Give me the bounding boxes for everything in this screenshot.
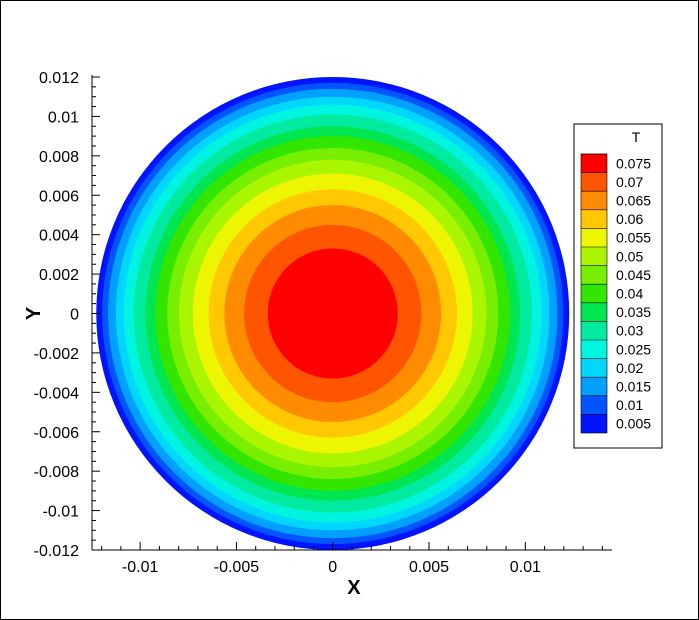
y-tick-label: -0.008 [34, 464, 79, 481]
legend-swatch [581, 247, 607, 266]
legend-label: 0.025 [616, 341, 651, 357]
y-tick-label: -0.004 [34, 385, 79, 402]
legend-label: 0.035 [616, 304, 651, 320]
legend-label: 0.065 [616, 193, 651, 209]
contour-bands [96, 77, 570, 550]
legend-label: 0.01 [616, 397, 643, 413]
legend-label: 0.045 [616, 267, 651, 283]
y-axis-title: Y [23, 306, 45, 320]
legend-label: 0.06 [616, 211, 643, 227]
legend-swatch [581, 377, 607, 396]
y-tick-label: 0 [70, 307, 79, 324]
legend-title: T [632, 129, 641, 145]
legend: T 0.0750.070.0650.060.0550.050.0450.040.… [573, 123, 663, 449]
x-tick-label: 0.005 [409, 559, 449, 576]
x-tick-label: 0 [328, 559, 337, 576]
legend-swatch [581, 191, 607, 210]
legend-swatch [581, 395, 607, 415]
y-tick-label: 0.012 [39, 70, 79, 87]
legend-swatch [581, 321, 607, 340]
legend-colorbar-border [580, 153, 608, 434]
legend-swatch [581, 172, 607, 192]
y-tick-label: -0.006 [34, 425, 79, 442]
legend-swatch [581, 284, 607, 303]
legend-swatch [581, 265, 607, 285]
legend-swatch [581, 302, 607, 322]
legend-swatch [581, 154, 607, 173]
y-tick-label: 0.008 [39, 149, 79, 166]
legend-swatch [581, 414, 607, 433]
y-tick-label: -0.012 [34, 543, 79, 560]
legend-swatch [581, 340, 607, 359]
y-tick-label: 0.01 [48, 109, 79, 126]
y-tick-label: -0.002 [34, 346, 79, 363]
x-axis-title: X [347, 577, 361, 599]
legend-label: 0.05 [616, 248, 643, 264]
x-tick-label: 0.01 [510, 559, 541, 576]
y-axis-ticks: 0.012 0.01 0.008 0.006 0.004 0.002 0 -0.002 -0.0… [34, 70, 100, 560]
legend-label: 0.07 [616, 174, 643, 190]
y-tick-label: 0.004 [39, 228, 79, 245]
y-tick-label: 0.006 [39, 188, 79, 205]
legend-swatch [581, 209, 607, 229]
x-tick-label: -0.005 [214, 559, 259, 576]
legend-label: 0.015 [616, 379, 651, 395]
legend-swatch [581, 228, 607, 247]
legend-label: 0.02 [616, 360, 643, 376]
y-tick-label: 0.002 [39, 267, 79, 284]
legend-label: 0.075 [616, 155, 651, 171]
contour-band-0_075 [267, 248, 398, 379]
legend-label: 0.005 [616, 416, 651, 432]
legend-swatch [581, 358, 607, 378]
legend-items: 0.075 0.07 0.065 0.06 0.055 0.05 0.045 0.04 0.03… [580, 153, 651, 434]
legend-label: 0.03 [616, 323, 643, 339]
y-tick-label: -0.01 [43, 504, 80, 521]
legend-label: 0.04 [616, 286, 643, 302]
x-tick-label: -0.01 [122, 559, 159, 576]
x-axis-ticks: -0.01 -0.005 0 0.005 0.01 [101, 542, 603, 576]
legend-label: 0.055 [616, 230, 651, 246]
